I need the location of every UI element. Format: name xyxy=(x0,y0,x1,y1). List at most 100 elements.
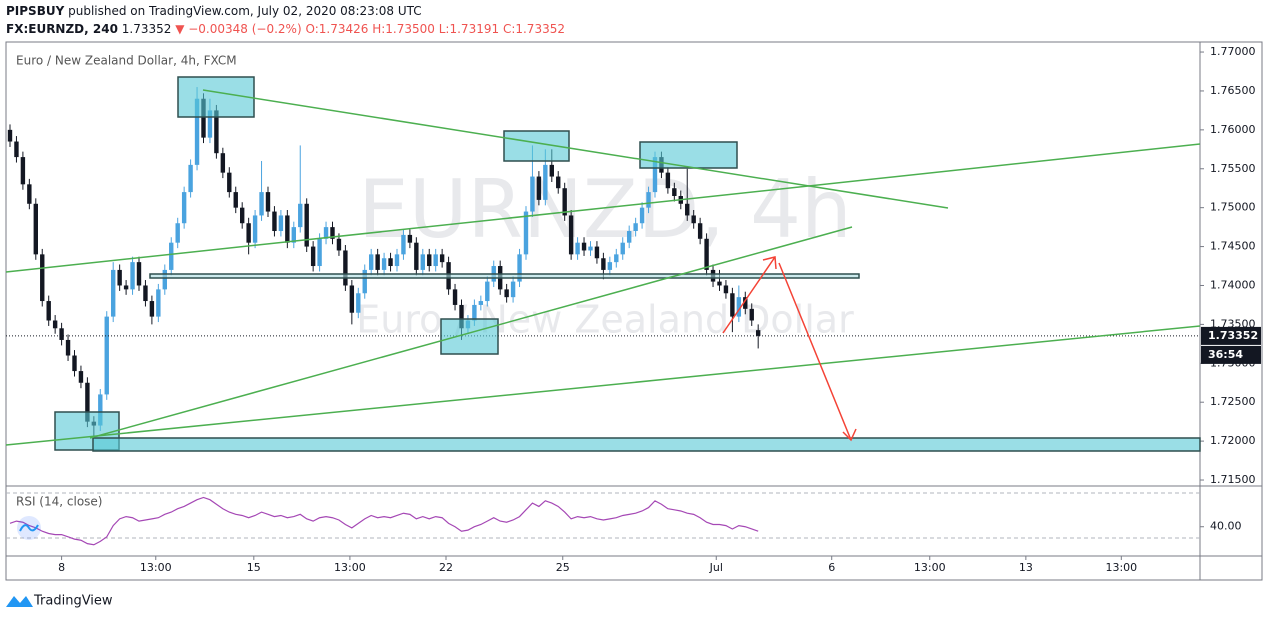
candle-body xyxy=(233,192,238,208)
candle-body xyxy=(626,231,632,243)
countdown-tag xyxy=(1201,345,1261,364)
low: L:1.73191 xyxy=(438,22,500,36)
candle-body xyxy=(536,176,542,200)
candle-body xyxy=(188,164,193,193)
candle-body xyxy=(220,153,226,173)
trend-line xyxy=(5,143,1201,273)
close: C:1.73352 xyxy=(502,22,565,36)
candle-body xyxy=(510,281,516,298)
candle-body xyxy=(427,254,432,267)
candle-body xyxy=(362,269,367,294)
publish-line: PIPSBUY published on TradingView.com, Ju… xyxy=(6,4,422,18)
y-tick-label: 1.71500 xyxy=(1210,473,1256,486)
candle-body xyxy=(368,254,374,270)
candle-body xyxy=(259,192,264,216)
candle-body xyxy=(717,281,722,286)
candle-body xyxy=(356,293,361,313)
candle-body xyxy=(110,269,116,317)
y-tick-label: 1.72000 xyxy=(1210,434,1256,447)
candle-body xyxy=(601,258,606,270)
candle-body xyxy=(117,269,122,286)
candle-body xyxy=(156,289,161,317)
candle-body xyxy=(65,339,71,356)
x-tick-label: 22 xyxy=(439,561,453,574)
candle-body xyxy=(272,211,277,232)
candle-body xyxy=(175,223,180,243)
candle-body xyxy=(104,316,109,395)
candle-body xyxy=(52,320,58,329)
candle-body xyxy=(330,227,335,239)
candle-body xyxy=(459,304,464,329)
candle-body xyxy=(749,308,754,321)
candle-body xyxy=(14,141,19,158)
candle-body xyxy=(291,227,296,243)
trend-line xyxy=(202,89,949,209)
candle-body xyxy=(485,281,490,302)
last-price-label: 1.73352 xyxy=(1208,329,1258,342)
candle-body xyxy=(27,184,32,204)
candle-body xyxy=(40,254,45,302)
candle-body xyxy=(265,192,271,212)
candle-body xyxy=(375,254,380,270)
candle-body xyxy=(304,203,309,247)
candle-body xyxy=(33,203,38,255)
candle-body xyxy=(633,223,638,232)
candle-body xyxy=(278,215,284,232)
arrow xyxy=(722,256,777,334)
candle-body xyxy=(523,211,529,255)
y-tick-label: 1.75500 xyxy=(1210,162,1256,175)
candle-body xyxy=(323,227,329,239)
candle-body xyxy=(46,301,51,321)
zone-band xyxy=(92,437,1201,452)
publisher: PIPSBUY xyxy=(6,4,65,18)
footer-brand: TradingView xyxy=(33,594,113,609)
candle-body xyxy=(149,301,155,317)
candle-body xyxy=(652,157,658,193)
candle-body xyxy=(317,238,322,267)
candle-body xyxy=(310,246,316,267)
y-tick-label: 1.76000 xyxy=(1210,123,1256,136)
candle-body xyxy=(239,207,245,224)
published: published on TradingView.com, July 02, 2… xyxy=(68,4,422,18)
candle-body xyxy=(736,297,742,317)
candle-body xyxy=(472,304,477,321)
candle-body xyxy=(685,203,690,216)
trend-lines xyxy=(5,89,1201,446)
high: H:1.73500 xyxy=(372,22,435,36)
candle-body xyxy=(98,394,103,426)
logo xyxy=(6,596,33,607)
candle-body xyxy=(755,330,761,336)
rsi-icon-wave xyxy=(19,524,39,532)
zone-box xyxy=(177,76,255,118)
candle-body xyxy=(433,254,438,267)
zone-box xyxy=(440,318,499,355)
candle-body xyxy=(452,289,458,305)
candle-body xyxy=(562,188,567,216)
countdown-label: 36:54 xyxy=(1208,348,1243,361)
x-tick-label: 15 xyxy=(247,561,261,574)
y-tick-label: 1.72500 xyxy=(1210,395,1256,408)
candle-body xyxy=(343,250,348,286)
quote-line: FX:EURNZD, 240 1.73352 ▼ −0.00348 (−0.2%… xyxy=(6,22,565,36)
x-tick-label: 8 xyxy=(58,561,65,574)
y-tick-label: 1.74500 xyxy=(1210,240,1256,253)
x-tick-label: 25 xyxy=(556,561,570,574)
y-tick-label: 1.75000 xyxy=(1210,201,1256,214)
candle-body xyxy=(252,215,258,243)
candle-body xyxy=(639,207,645,224)
candle-body xyxy=(588,246,593,251)
candle-body xyxy=(401,234,406,255)
candle-body xyxy=(285,215,290,243)
watermark: EURNZD, 4h xyxy=(358,163,851,256)
x-tick-label: 13:00 xyxy=(140,561,172,574)
trend-line xyxy=(5,325,1201,446)
candle-body xyxy=(136,262,142,286)
x-tick-label: Jul xyxy=(709,561,723,574)
open: O:1.73426 xyxy=(305,22,369,36)
candle-body xyxy=(704,238,709,270)
candle-body xyxy=(646,192,651,208)
rsi-tick-label: 40.00 xyxy=(1210,520,1242,533)
candle-body xyxy=(620,242,625,255)
trend-line xyxy=(89,226,853,439)
watermark-subtitle: Euro / New Zealand Dollar xyxy=(356,298,854,342)
